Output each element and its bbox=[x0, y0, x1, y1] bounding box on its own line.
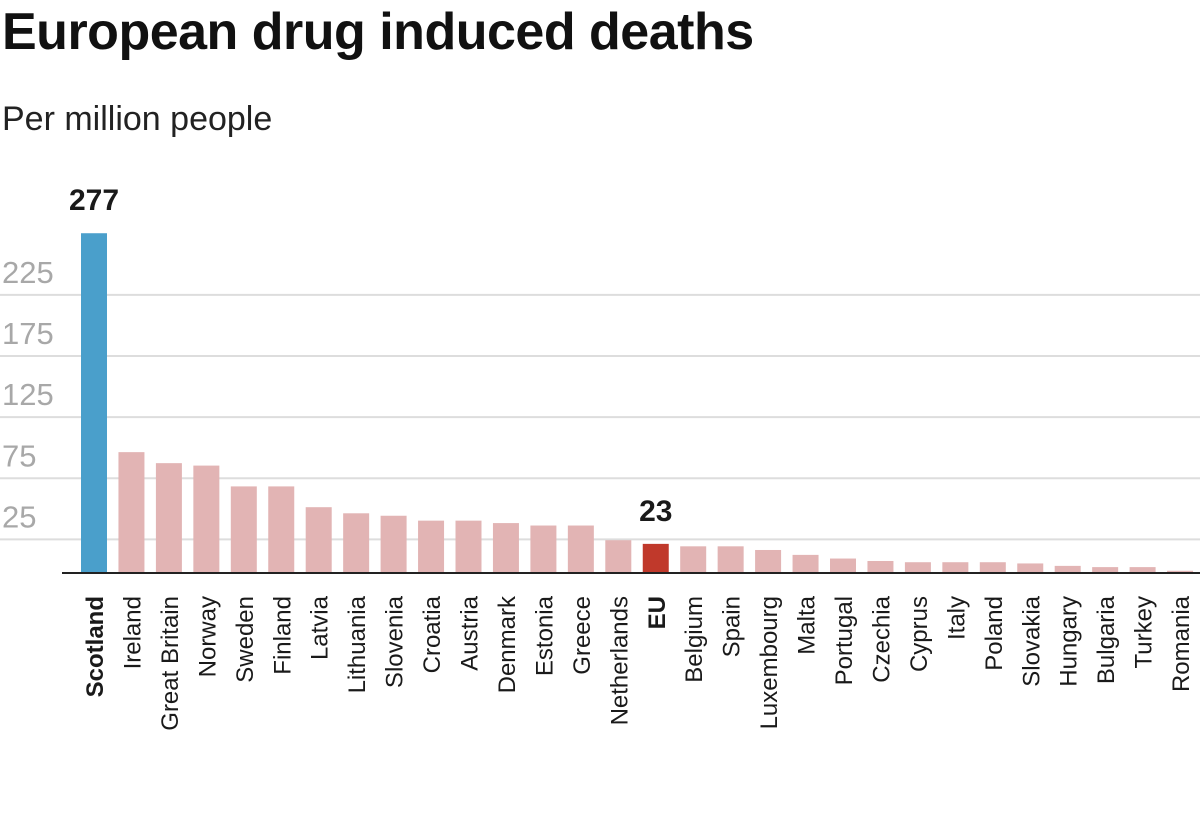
x-tick-label: Greece bbox=[569, 596, 596, 675]
data-label: 23 bbox=[639, 495, 672, 528]
x-tick-label: Poland bbox=[981, 596, 1008, 671]
x-tick-label: Portugal bbox=[831, 596, 858, 685]
x-tick-label: Slovakia bbox=[1018, 595, 1045, 686]
x-tick-label: Czechia bbox=[868, 595, 895, 682]
bar-belgium bbox=[680, 546, 707, 572]
bar-slovakia bbox=[1017, 563, 1044, 572]
chart-subtitle: Per million people bbox=[2, 100, 273, 138]
y-tick-label: 225 bbox=[2, 255, 54, 290]
bar-estonia bbox=[530, 525, 557, 572]
x-tick-label: Romania bbox=[1168, 595, 1195, 692]
bar-great-britain bbox=[155, 463, 182, 572]
y-tick-label: 125 bbox=[2, 377, 54, 412]
bar-norway bbox=[193, 465, 220, 572]
bar-czechia bbox=[867, 560, 894, 572]
data-label: 277 bbox=[69, 184, 119, 217]
bar-lithuania bbox=[343, 513, 370, 572]
x-tick-label: Turkey bbox=[1131, 596, 1158, 668]
bar-croatia bbox=[418, 520, 445, 572]
bar-austria bbox=[455, 520, 482, 572]
bar-spain bbox=[717, 546, 744, 572]
bar-sweden bbox=[230, 486, 257, 572]
x-tick-label: EU bbox=[644, 596, 671, 629]
bar-poland bbox=[979, 562, 1006, 572]
bar-portugal bbox=[830, 558, 856, 572]
y-tick-label: 25 bbox=[2, 499, 36, 534]
x-tick-label: Spain bbox=[719, 596, 746, 657]
x-tick-label: Great Britain bbox=[157, 596, 184, 731]
x-tick-label: Sweden bbox=[232, 596, 259, 683]
bar-bulgaria bbox=[1092, 567, 1119, 572]
x-tick-label: Cyprus bbox=[906, 596, 933, 672]
x-tick-label: Netherlands bbox=[606, 596, 633, 725]
bar-cyprus bbox=[904, 562, 931, 572]
x-tick-label: Belgium bbox=[681, 596, 708, 683]
bar-scotland bbox=[81, 233, 107, 572]
x-tick-label: Bulgaria bbox=[1093, 595, 1120, 684]
bar-romania bbox=[1167, 570, 1194, 572]
x-tick-label: Slovenia bbox=[382, 595, 409, 688]
x-tick-label: Malta bbox=[794, 595, 821, 654]
chart-title: European drug induced deaths bbox=[2, 3, 754, 61]
bar-malta bbox=[792, 554, 819, 572]
bar-slovenia bbox=[380, 515, 407, 572]
bar-eu bbox=[642, 543, 669, 572]
bar-denmark bbox=[492, 523, 519, 572]
bar-finland bbox=[268, 486, 295, 572]
x-tick-label: Scotland bbox=[82, 596, 109, 697]
x-tick-label: Latvia bbox=[307, 595, 334, 660]
bar-latvia bbox=[305, 507, 332, 572]
y-tick-label: 75 bbox=[2, 438, 36, 473]
x-tick-label: Estonia bbox=[531, 595, 558, 676]
bar-italy bbox=[942, 562, 969, 572]
x-tick-label: Denmark bbox=[494, 595, 521, 693]
x-tick-label: Austria bbox=[457, 595, 484, 670]
y-tick-label: 175 bbox=[2, 316, 54, 351]
x-tick-label: Italy bbox=[943, 596, 970, 640]
x-tick-label: Finland bbox=[269, 596, 296, 675]
x-tick-label: Ireland bbox=[119, 596, 146, 669]
bar-ireland bbox=[118, 452, 145, 572]
bar-netherlands bbox=[605, 540, 632, 572]
bar-luxembourg bbox=[755, 549, 782, 572]
x-tick-label: Norway bbox=[194, 596, 221, 677]
bar-hungary bbox=[1054, 565, 1081, 572]
bar-turkey bbox=[1129, 567, 1156, 572]
x-tick-label: Luxembourg bbox=[756, 596, 783, 729]
x-tick-label: Croatia bbox=[419, 595, 446, 673]
x-tick-label: Hungary bbox=[1056, 596, 1083, 687]
x-tick-label: Lithuania bbox=[344, 595, 371, 693]
bar-greece bbox=[567, 525, 594, 572]
